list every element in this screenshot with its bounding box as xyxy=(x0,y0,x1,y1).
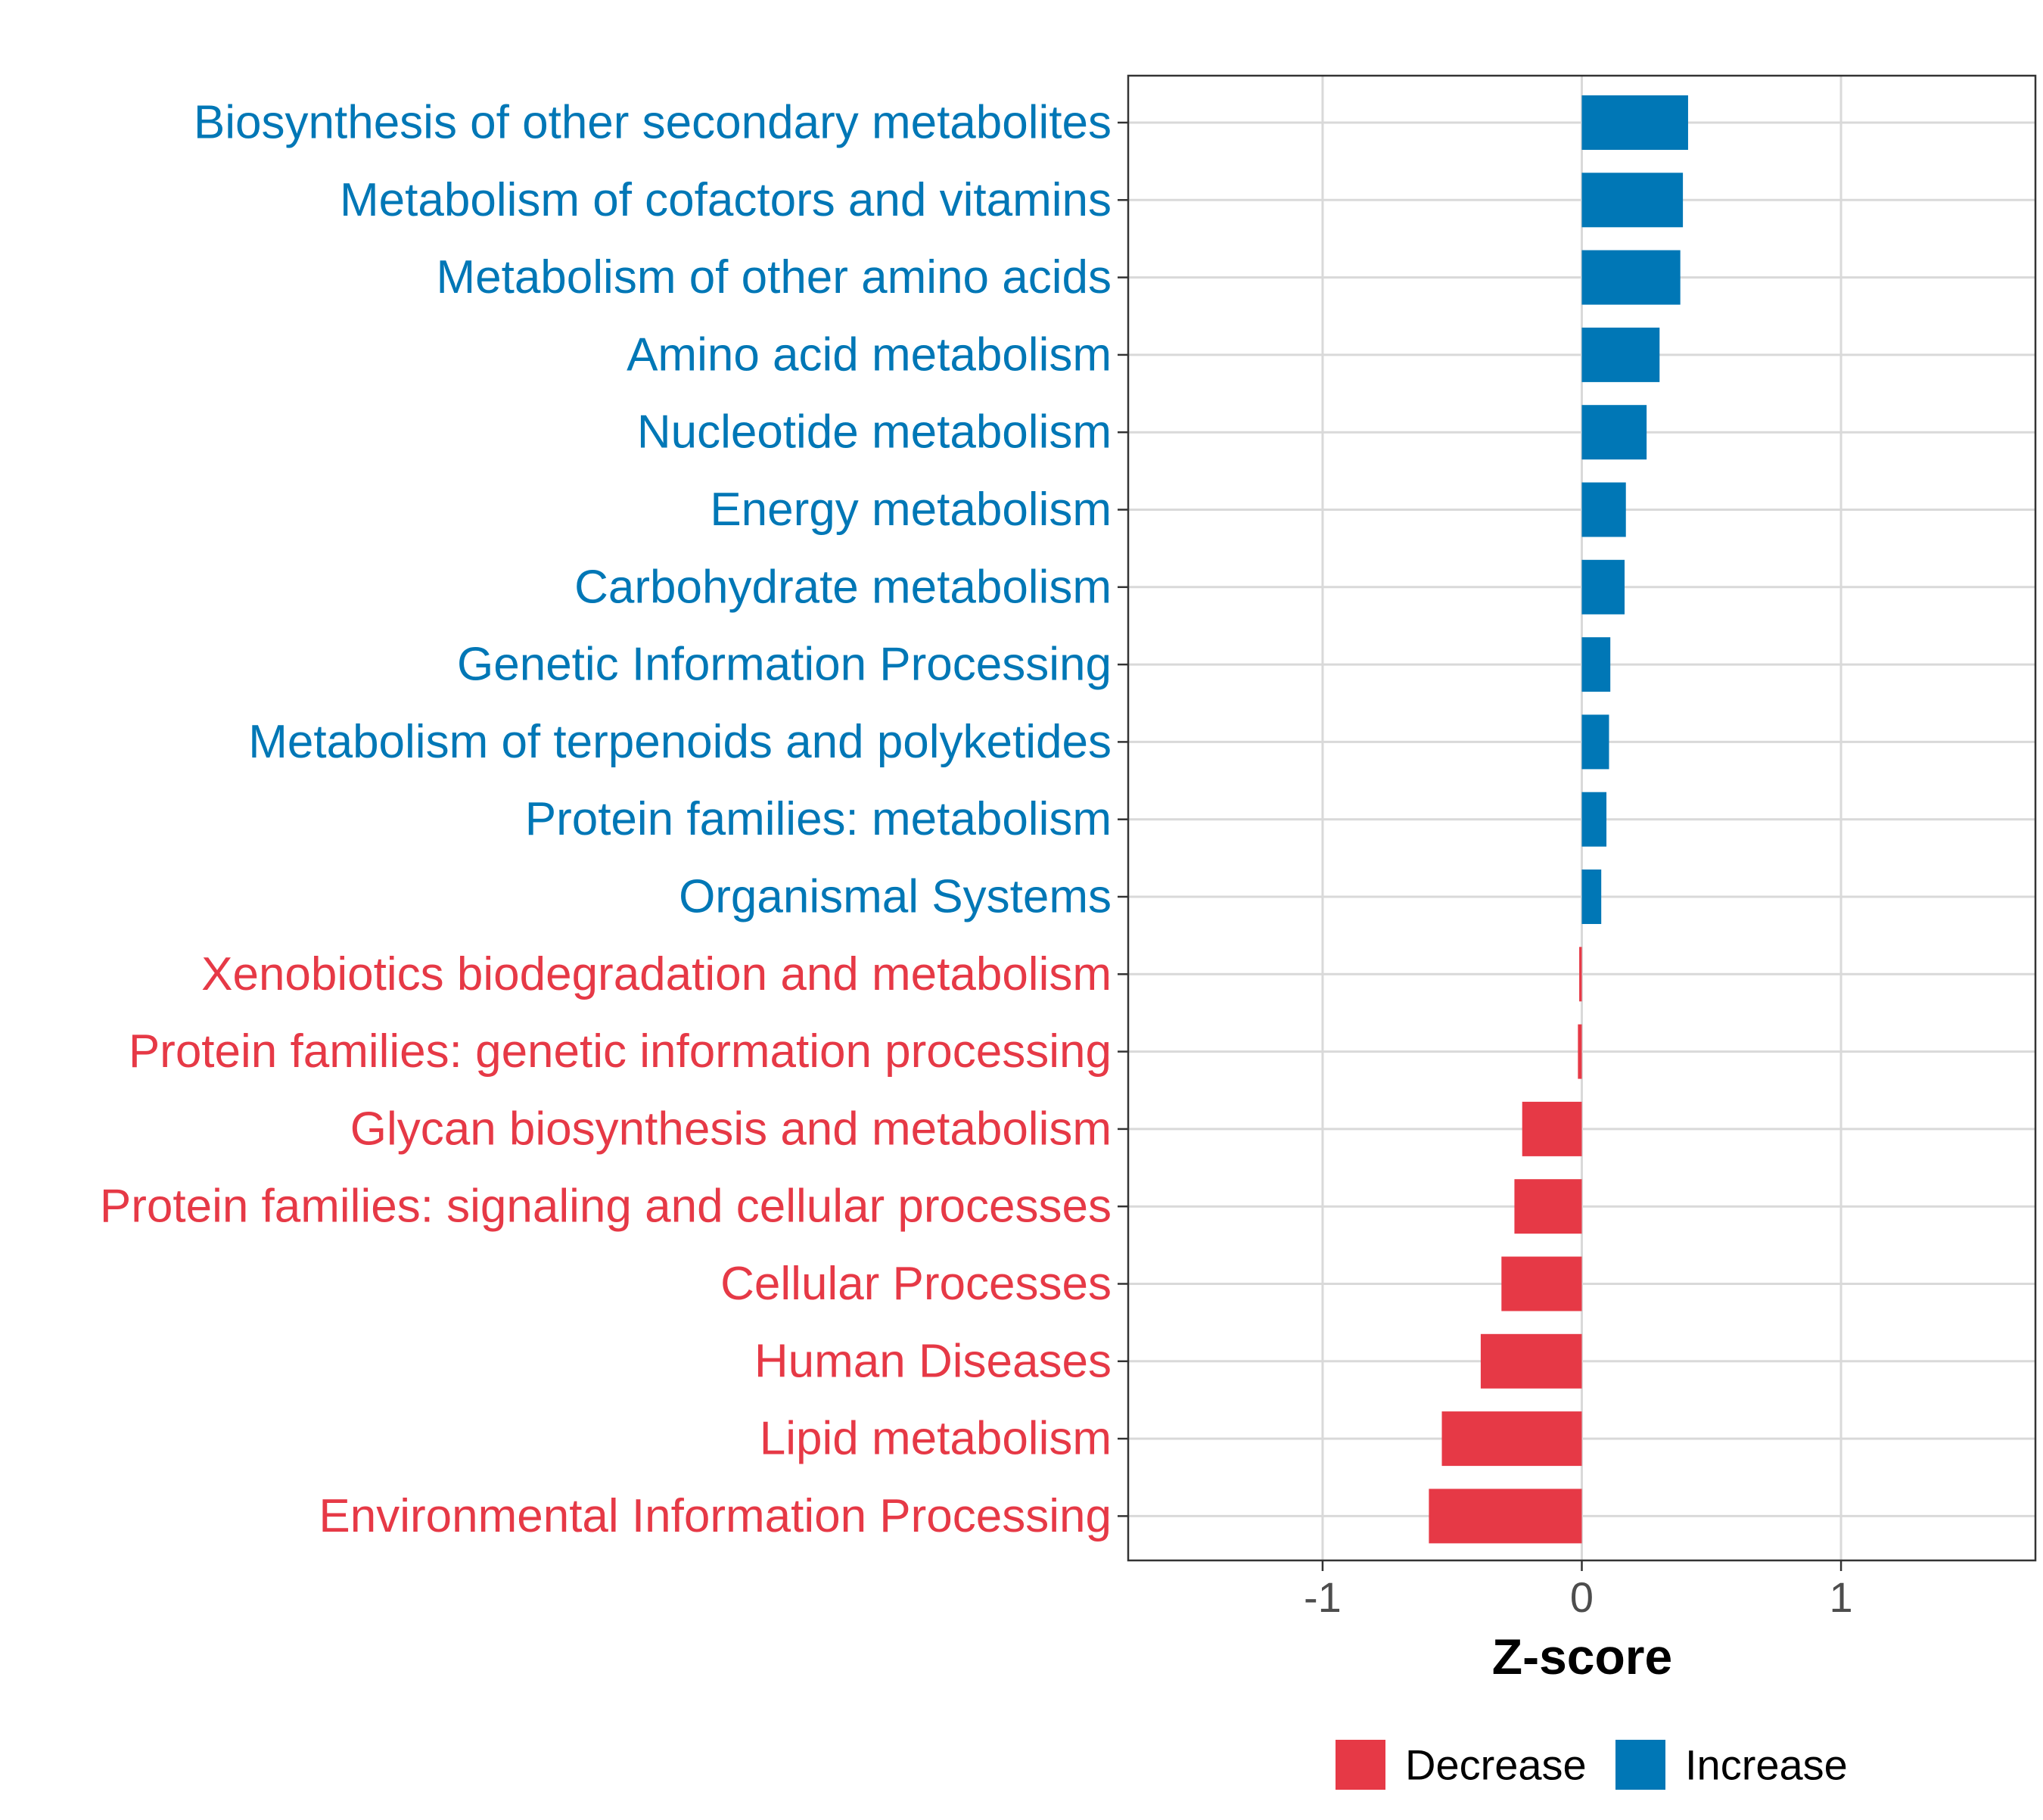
bar xyxy=(1581,559,1625,614)
category-label: Amino acid metabolism xyxy=(627,328,1112,381)
category-label: Nucleotide metabolism xyxy=(637,406,1112,459)
bar xyxy=(1501,1256,1582,1311)
bar xyxy=(1578,1024,1582,1079)
category-label: Xenobiotics biodegradation and metabolis… xyxy=(201,948,1112,1000)
bar xyxy=(1581,95,1688,150)
bar xyxy=(1581,173,1684,228)
x-tick-label: 0 xyxy=(1570,1573,1594,1621)
category-label: Protein families: signaling and cellular… xyxy=(100,1181,1112,1233)
category-label: Lipid metabolism xyxy=(760,1413,1112,1465)
category-label: Protein families: metabolism xyxy=(525,793,1112,845)
bar-layer xyxy=(1429,95,1688,1544)
category-label: Glycan biosynthesis and metabolism xyxy=(350,1103,1112,1155)
x-axis-title: Z-score xyxy=(1492,1629,1672,1685)
bar xyxy=(1581,482,1626,537)
category-label: Metabolism of cofactors and vitamins xyxy=(340,174,1112,226)
bar xyxy=(1441,1411,1582,1467)
bar xyxy=(1581,250,1681,305)
category-label: Environmental Information Processing xyxy=(319,1490,1112,1542)
category-label: Protein families: genetic information pr… xyxy=(129,1025,1112,1078)
category-label: Organismal Systems xyxy=(679,871,1112,923)
legend-label-increase: Increase xyxy=(1685,1741,1848,1789)
x-tick-label: 1 xyxy=(1829,1573,1852,1621)
legend: Decrease Increase xyxy=(1336,1740,1848,1790)
legend-swatch-increase xyxy=(1615,1740,1665,1790)
bar xyxy=(1522,1101,1582,1156)
y-axis-labels: Biosynthesis of other secondary metaboli… xyxy=(100,97,1112,1542)
bar xyxy=(1581,327,1660,382)
category-label: Metabolism of terpenoids and polyketides xyxy=(248,716,1112,768)
category-label: Carbohydrate metabolism xyxy=(574,561,1112,613)
bar xyxy=(1581,792,1607,847)
bar xyxy=(1581,714,1609,770)
category-label: Human Diseases xyxy=(754,1335,1112,1387)
bar xyxy=(1480,1333,1582,1389)
legend-label-decrease: Decrease xyxy=(1405,1741,1587,1789)
legend-swatch-decrease xyxy=(1336,1740,1385,1790)
y-axis-ticks xyxy=(1118,121,1128,1517)
bar xyxy=(1429,1489,1582,1544)
x-tick-label: -1 xyxy=(1304,1573,1342,1621)
x-axis-ticks: -1 0 1 xyxy=(1304,1560,1853,1621)
category-label: Energy metabolism xyxy=(710,484,1112,536)
bar xyxy=(1514,1179,1582,1234)
category-label: Biosynthesis of other secondary metaboli… xyxy=(194,97,1112,149)
category-label: Metabolism of other amino acids xyxy=(436,251,1112,303)
bar xyxy=(1581,405,1647,460)
category-label: Cellular Processes xyxy=(720,1258,1112,1310)
bar xyxy=(1579,947,1582,1002)
bar xyxy=(1581,870,1602,924)
category-label: Genetic Information Processing xyxy=(457,639,1112,691)
bar xyxy=(1581,637,1611,692)
